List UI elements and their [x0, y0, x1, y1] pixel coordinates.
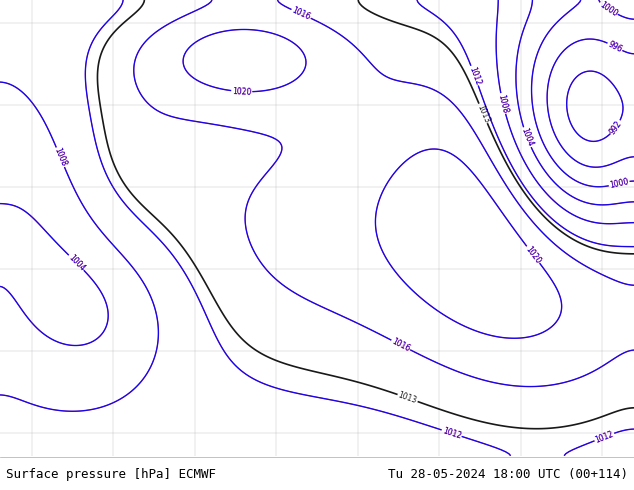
- Text: 1008: 1008: [496, 93, 510, 114]
- Text: 1012: 1012: [594, 429, 615, 444]
- Text: 1016: 1016: [390, 337, 411, 353]
- Text: 1012: 1012: [441, 426, 462, 441]
- Text: 1012: 1012: [594, 429, 615, 444]
- Text: 1016: 1016: [390, 337, 411, 353]
- Text: 1020: 1020: [524, 245, 543, 265]
- Text: 1004: 1004: [67, 253, 86, 273]
- Text: 1012: 1012: [467, 65, 482, 86]
- Text: 1000: 1000: [598, 0, 619, 18]
- Text: 1000: 1000: [609, 177, 630, 190]
- Text: 1008: 1008: [53, 147, 68, 168]
- Text: 1008: 1008: [53, 147, 68, 168]
- Text: Surface pressure [hPa] ECMWF: Surface pressure [hPa] ECMWF: [6, 468, 216, 481]
- Text: 996: 996: [606, 39, 623, 54]
- Text: 996: 996: [606, 39, 623, 54]
- Text: 1004: 1004: [67, 253, 86, 273]
- Text: 1013: 1013: [476, 103, 491, 124]
- Text: 1016: 1016: [290, 6, 312, 22]
- Text: 1012: 1012: [441, 426, 462, 441]
- Text: 1004: 1004: [519, 126, 534, 148]
- Text: 1012: 1012: [467, 65, 482, 86]
- Text: 1016: 1016: [290, 6, 312, 22]
- Text: Tu 28-05-2024 18:00 UTC (00+114): Tu 28-05-2024 18:00 UTC (00+114): [387, 468, 628, 481]
- Text: 1000: 1000: [598, 0, 619, 18]
- Text: 1000: 1000: [609, 177, 630, 190]
- Text: 1020: 1020: [232, 87, 252, 97]
- Text: 1020: 1020: [524, 245, 543, 265]
- Text: 1004: 1004: [519, 126, 534, 148]
- Text: 1008: 1008: [496, 93, 510, 114]
- Text: 992: 992: [608, 119, 624, 136]
- Text: 1013: 1013: [397, 391, 418, 405]
- Text: 992: 992: [608, 119, 624, 136]
- Text: 1020: 1020: [232, 87, 252, 97]
